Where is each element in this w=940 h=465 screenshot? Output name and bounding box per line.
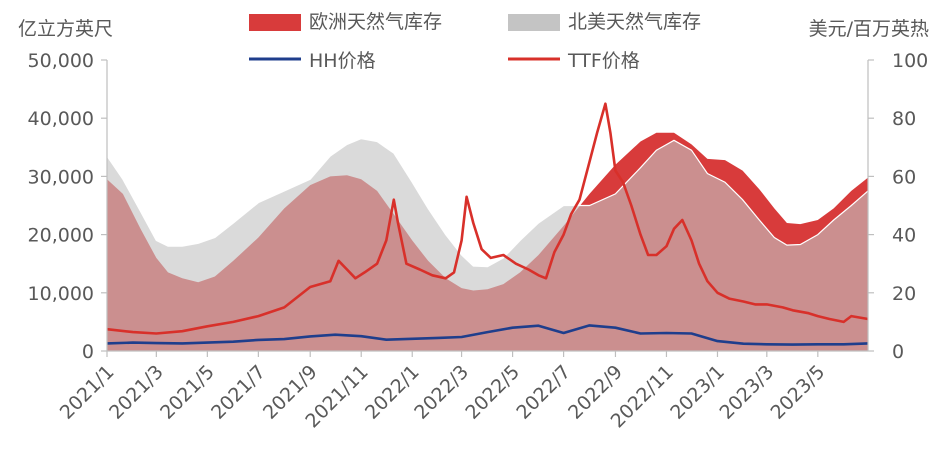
left-tick-label: 20,000: [28, 225, 94, 247]
right-tick-label: 20: [892, 283, 916, 305]
x-tick-label: 2022/3: [410, 361, 473, 424]
left-tick-label: 10,000: [28, 283, 94, 305]
right-tick-label: 0: [892, 341, 904, 363]
inventory-areas: [106, 132, 869, 351]
x-tick-label: 2021/7: [207, 361, 270, 424]
x-tick-label: 2022/1: [361, 361, 424, 424]
x-tick-label: 2023/1: [666, 361, 729, 424]
legend-label: HH价格: [309, 50, 376, 72]
legend-item: 北美天然气库存: [508, 11, 701, 33]
hh-price-line: [106, 324, 869, 346]
ttf-price-line: [106, 102, 869, 335]
legend-swatch: [249, 14, 301, 31]
right-tick-label: 40: [892, 225, 916, 247]
right-tick-label: 100: [892, 50, 928, 72]
right-tick-label: 80: [892, 108, 916, 130]
x-tick-label: 2022/7: [512, 361, 575, 424]
legend-item: TTF价格: [508, 50, 640, 72]
left-tick-label: 50,000: [28, 50, 94, 72]
legend-item: HH价格: [249, 50, 376, 72]
left-axis-unit: 亿立方英尺: [18, 18, 113, 40]
x-tick-label: 2021/5: [156, 361, 219, 424]
x-tick-label: 2023/5: [767, 361, 830, 424]
price-lines: [106, 102, 869, 346]
north-america-storage-area: [107, 138, 868, 351]
legend: 欧洲天然气库存 北美天然气库存 HH价格 TTF价格: [249, 11, 701, 72]
legend-label: 欧洲天然气库存: [309, 11, 442, 33]
x-tick-label: 2023/3: [716, 361, 779, 424]
north-america-storage-edge: [106, 137, 869, 268]
x-tick-label: 2021/3: [105, 361, 168, 424]
legend-label: 北美天然气库存: [568, 11, 701, 33]
x-tick-label: 2021/1: [56, 361, 119, 424]
legend-label: TTF价格: [567, 50, 640, 72]
left-tick-label: 40,000: [28, 108, 94, 130]
left-tick-label: 0: [82, 341, 94, 363]
x-tick-label: 2022/5: [461, 361, 524, 424]
left-tick-label: 30,000: [28, 166, 94, 188]
legend-item: 欧洲天然气库存: [249, 11, 442, 33]
right-tick-label: 60: [892, 166, 916, 188]
legend-swatch: [508, 14, 560, 31]
right-axis-unit: 美元/百万英热: [809, 18, 929, 40]
